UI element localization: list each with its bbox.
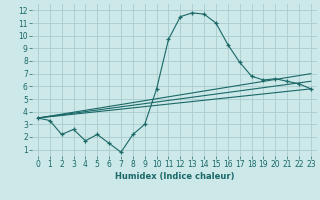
X-axis label: Humidex (Indice chaleur): Humidex (Indice chaleur): [115, 172, 234, 181]
